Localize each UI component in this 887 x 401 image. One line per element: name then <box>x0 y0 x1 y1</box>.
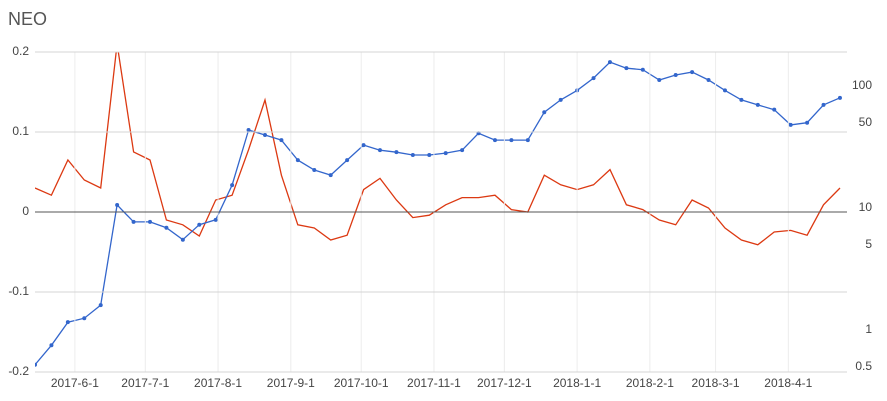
data-point <box>690 70 695 75</box>
data-point <box>443 151 448 156</box>
x-tick-label: 2017-6-1 <box>51 376 99 390</box>
series-line <box>35 61 841 366</box>
data-point <box>673 73 678 78</box>
data-point <box>180 237 185 242</box>
data-point <box>410 153 415 158</box>
data-point <box>607 60 612 65</box>
plot-area <box>35 52 842 367</box>
data-point <box>509 138 514 143</box>
data-point <box>706 78 711 83</box>
x-tick-label: 2017-8-1 <box>194 376 242 390</box>
data-point <box>328 173 333 178</box>
data-point <box>640 67 645 72</box>
data-point <box>772 107 777 112</box>
y2-tick-label: 1 <box>865 322 872 336</box>
data-point <box>492 138 497 143</box>
x-tick-label: 2017-12-1 <box>477 376 532 390</box>
y-tick-label: 0 <box>22 204 29 218</box>
data-point <box>394 150 399 155</box>
x-tick-label: 2018-4-1 <box>764 376 812 390</box>
data-point <box>164 225 169 230</box>
data-point <box>197 222 202 227</box>
chart-title: NEO <box>8 9 47 29</box>
data-point <box>115 202 120 207</box>
data-point <box>49 343 54 348</box>
data-point <box>460 148 465 153</box>
data-point <box>591 76 596 81</box>
data-point <box>147 219 152 224</box>
y2-tick-label: 10 <box>859 200 873 214</box>
data-point <box>525 138 530 143</box>
y-tick-label: 0.1 <box>12 124 29 138</box>
data-point <box>98 303 103 308</box>
data-point <box>246 127 251 132</box>
data-point <box>131 219 136 224</box>
data-point <box>788 122 793 127</box>
data-point <box>805 120 810 125</box>
x-tick-label: 2017-11-1 <box>407 376 461 390</box>
data-point <box>262 132 267 137</box>
x-tick-label: 2017-7-1 <box>121 376 169 390</box>
y2-tick-label: 50 <box>859 115 873 129</box>
data-point <box>837 95 842 100</box>
data-point <box>624 66 629 71</box>
data-point <box>657 78 662 83</box>
x-tick-label: 2018-2-1 <box>626 376 674 390</box>
y2-tick-label: 100 <box>852 78 872 92</box>
data-point <box>755 102 760 107</box>
series-line <box>35 52 841 246</box>
data-point <box>65 320 70 325</box>
data-point <box>722 88 727 93</box>
y-tick-label: -0.2 <box>8 364 29 378</box>
y-tick-label: -0.1 <box>8 284 29 298</box>
y2-tick-label: 0.5 <box>855 359 872 373</box>
data-point <box>377 148 382 153</box>
data-point <box>295 158 300 163</box>
data-point <box>230 183 235 188</box>
y-tick-label: 0.2 <box>12 44 29 58</box>
data-point <box>213 217 218 222</box>
data-point <box>427 153 432 158</box>
x-tick-label: 2017-10-1 <box>334 376 389 390</box>
data-point <box>279 138 284 143</box>
x-tick-label: 2017-9-1 <box>267 376 315 390</box>
data-point <box>821 102 826 107</box>
data-point <box>739 97 744 102</box>
y2-tick-label: 5 <box>865 237 872 251</box>
x-tick-label: 2018-1-1 <box>553 376 601 390</box>
data-point <box>82 316 87 321</box>
x-tick-label: 2018-3-1 <box>692 376 740 390</box>
data-point <box>35 362 37 367</box>
data-point <box>542 110 547 115</box>
data-point <box>361 143 366 148</box>
data-point <box>558 97 563 102</box>
data-point <box>312 167 317 172</box>
data-point <box>345 158 350 163</box>
